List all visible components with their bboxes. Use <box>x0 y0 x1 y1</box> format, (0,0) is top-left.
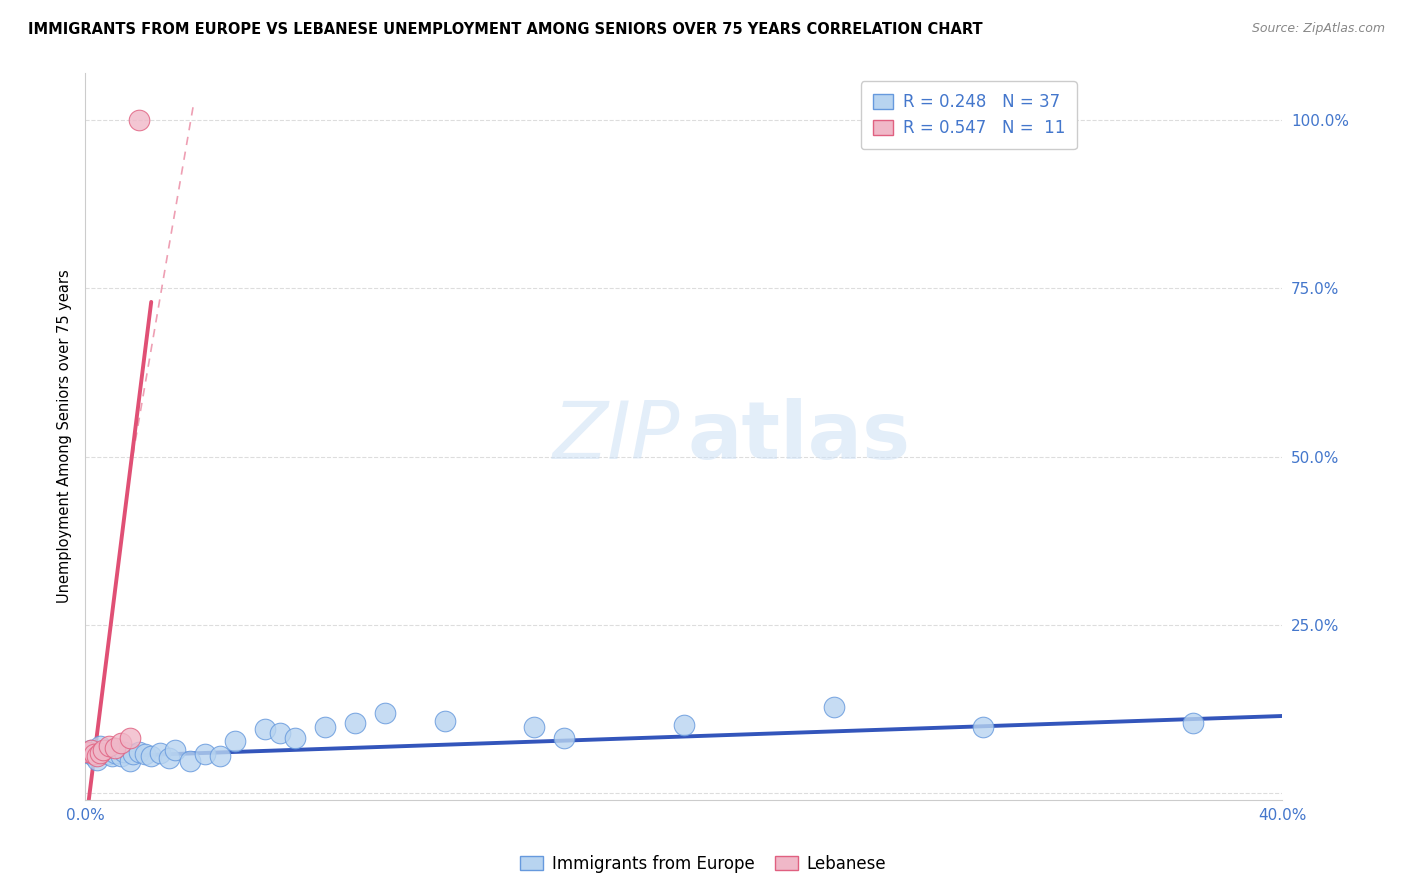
Point <box>83 747 105 762</box>
Text: Source: ZipAtlas.com: Source: ZipAtlas.com <box>1251 22 1385 36</box>
Point <box>89 746 111 760</box>
Text: atlas: atlas <box>688 398 911 475</box>
Point <box>77 745 100 759</box>
Point <box>128 113 150 128</box>
Point <box>134 747 156 762</box>
Point <box>77 746 100 760</box>
Point <box>343 715 366 730</box>
Point <box>253 723 276 737</box>
Point <box>83 749 105 764</box>
Point <box>122 747 145 762</box>
Point <box>823 700 845 714</box>
Point <box>374 706 396 720</box>
Point <box>101 749 124 764</box>
Point <box>972 721 994 735</box>
Point <box>553 731 575 746</box>
Point <box>110 736 132 750</box>
Point <box>120 754 142 768</box>
Point <box>86 749 108 764</box>
Point <box>110 749 132 764</box>
Text: IMMIGRANTS FROM EUROPE VS LEBANESE UNEMPLOYMENT AMONG SENIORS OVER 75 YEARS CORR: IMMIGRANTS FROM EUROPE VS LEBANESE UNEMP… <box>28 22 983 37</box>
Point <box>112 745 135 759</box>
Point <box>165 742 187 756</box>
Point <box>157 751 180 765</box>
Point <box>96 742 118 756</box>
Legend: R = 0.248   N = 37, R = 0.547   N =  11: R = 0.248 N = 37, R = 0.547 N = 11 <box>860 81 1077 149</box>
Point <box>224 734 246 748</box>
Y-axis label: Unemployment Among Seniors over 75 years: Unemployment Among Seniors over 75 years <box>58 269 72 604</box>
Point <box>179 754 201 768</box>
Point <box>120 731 142 746</box>
Point <box>80 742 103 756</box>
Point <box>104 740 127 755</box>
Point <box>194 747 217 762</box>
Point <box>269 726 291 740</box>
Point <box>104 746 127 760</box>
Point <box>91 746 114 760</box>
Point <box>284 731 307 746</box>
Point <box>98 747 121 762</box>
Point <box>209 749 232 764</box>
Point <box>149 746 172 760</box>
Point <box>86 753 108 767</box>
Point <box>433 714 456 728</box>
Legend: Immigrants from Europe, Lebanese: Immigrants from Europe, Lebanese <box>513 848 893 880</box>
Point <box>128 745 150 759</box>
Point <box>80 742 103 756</box>
Point <box>89 739 111 754</box>
Point <box>314 721 336 735</box>
Text: ZIP: ZIP <box>553 398 681 475</box>
Point <box>1181 715 1204 730</box>
Point <box>523 721 546 735</box>
Point <box>672 717 695 731</box>
Point <box>98 739 121 754</box>
Point <box>141 749 163 764</box>
Point <box>91 742 114 756</box>
